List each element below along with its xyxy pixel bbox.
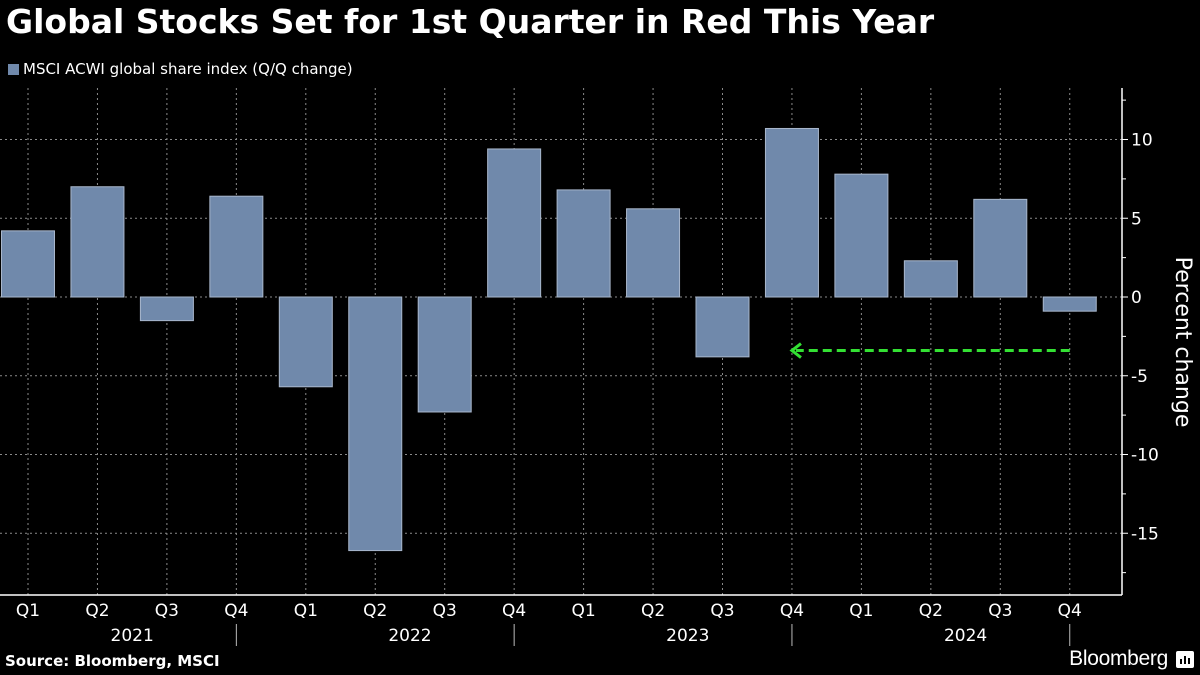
y-tick-label: 10 xyxy=(1131,131,1153,151)
bar xyxy=(70,186,125,298)
bar xyxy=(487,148,542,298)
x-tick-label: Q3 xyxy=(155,601,179,621)
gridlines xyxy=(0,88,1122,595)
bar xyxy=(1042,296,1097,312)
bar xyxy=(417,296,472,413)
y-axis-label: Percent change xyxy=(1170,257,1195,428)
x-tick-label: Q2 xyxy=(363,601,387,621)
y-tick-label: 5 xyxy=(1131,209,1142,229)
x-tick-label: Q1 xyxy=(849,601,873,621)
x-tick-label: Q4 xyxy=(1058,601,1082,621)
axes xyxy=(0,88,1128,646)
bar xyxy=(1,230,55,298)
axis-labels: 10 5 0 -5 -10 -15 Q1 Q2 Q3 Q4 Q1 Q2 Q3 Q4 Q1 Q2 Q3 Q4 Q1 Q2… xyxy=(16,131,1195,647)
source-note: Source: Bloomberg, MSCI xyxy=(5,652,220,670)
x-year-label: 2023 xyxy=(666,626,709,646)
x-tick-label: Q1 xyxy=(16,601,40,621)
bloomberg-chart-icon xyxy=(1176,651,1194,668)
bar xyxy=(278,296,333,388)
legend-swatch xyxy=(8,63,19,75)
x-year-label: 2021 xyxy=(111,626,154,646)
bar xyxy=(139,296,194,322)
x-tick-label: Q3 xyxy=(988,601,1012,621)
bar xyxy=(834,173,889,298)
x-tick-label: Q4 xyxy=(224,601,248,621)
y-tick-label: 0 xyxy=(1131,288,1142,308)
x-tick-label: Q2 xyxy=(919,601,943,621)
bar xyxy=(695,296,750,358)
x-year-label: 2022 xyxy=(388,626,431,646)
bar xyxy=(556,189,611,298)
bar xyxy=(348,296,403,552)
bars xyxy=(1,127,1097,552)
bar xyxy=(209,195,264,298)
y-tick-label: -10 xyxy=(1131,446,1159,466)
y-tick-label: -15 xyxy=(1131,524,1159,544)
x-year-label: 2024 xyxy=(944,626,987,646)
x-tick-label: Q4 xyxy=(502,601,526,621)
x-tick-label: Q3 xyxy=(433,601,457,621)
chart-title: Global Stocks Set for 1st Quarter in Red… xyxy=(6,2,935,41)
x-tick-label: Q2 xyxy=(641,601,665,621)
legend-label: MSCI ACWI global share index (Q/Q change… xyxy=(23,60,353,78)
bar xyxy=(764,127,819,298)
x-tick-label: Q1 xyxy=(294,601,318,621)
x-tick-label: Q2 xyxy=(85,601,109,621)
y-tick-label: -5 xyxy=(1131,367,1148,387)
x-tick-label: Q4 xyxy=(780,601,804,621)
bloomberg-logo: Bloomberg xyxy=(1069,647,1168,670)
x-tick-label: Q3 xyxy=(710,601,734,621)
bar xyxy=(903,260,958,298)
arrow-head-icon xyxy=(789,342,802,359)
bar xyxy=(973,198,1028,298)
legend: MSCI ACWI global share index (Q/Q change… xyxy=(8,60,353,78)
annotations xyxy=(789,342,1070,359)
x-tick-label: Q1 xyxy=(571,601,595,621)
bar xyxy=(626,208,681,298)
